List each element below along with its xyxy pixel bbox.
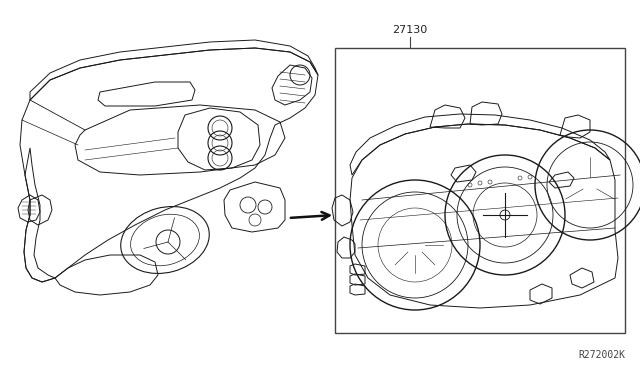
Bar — [335, 48, 625, 333]
Text: R272002K: R272002K — [578, 350, 625, 360]
Text: 27130: 27130 — [392, 25, 428, 35]
